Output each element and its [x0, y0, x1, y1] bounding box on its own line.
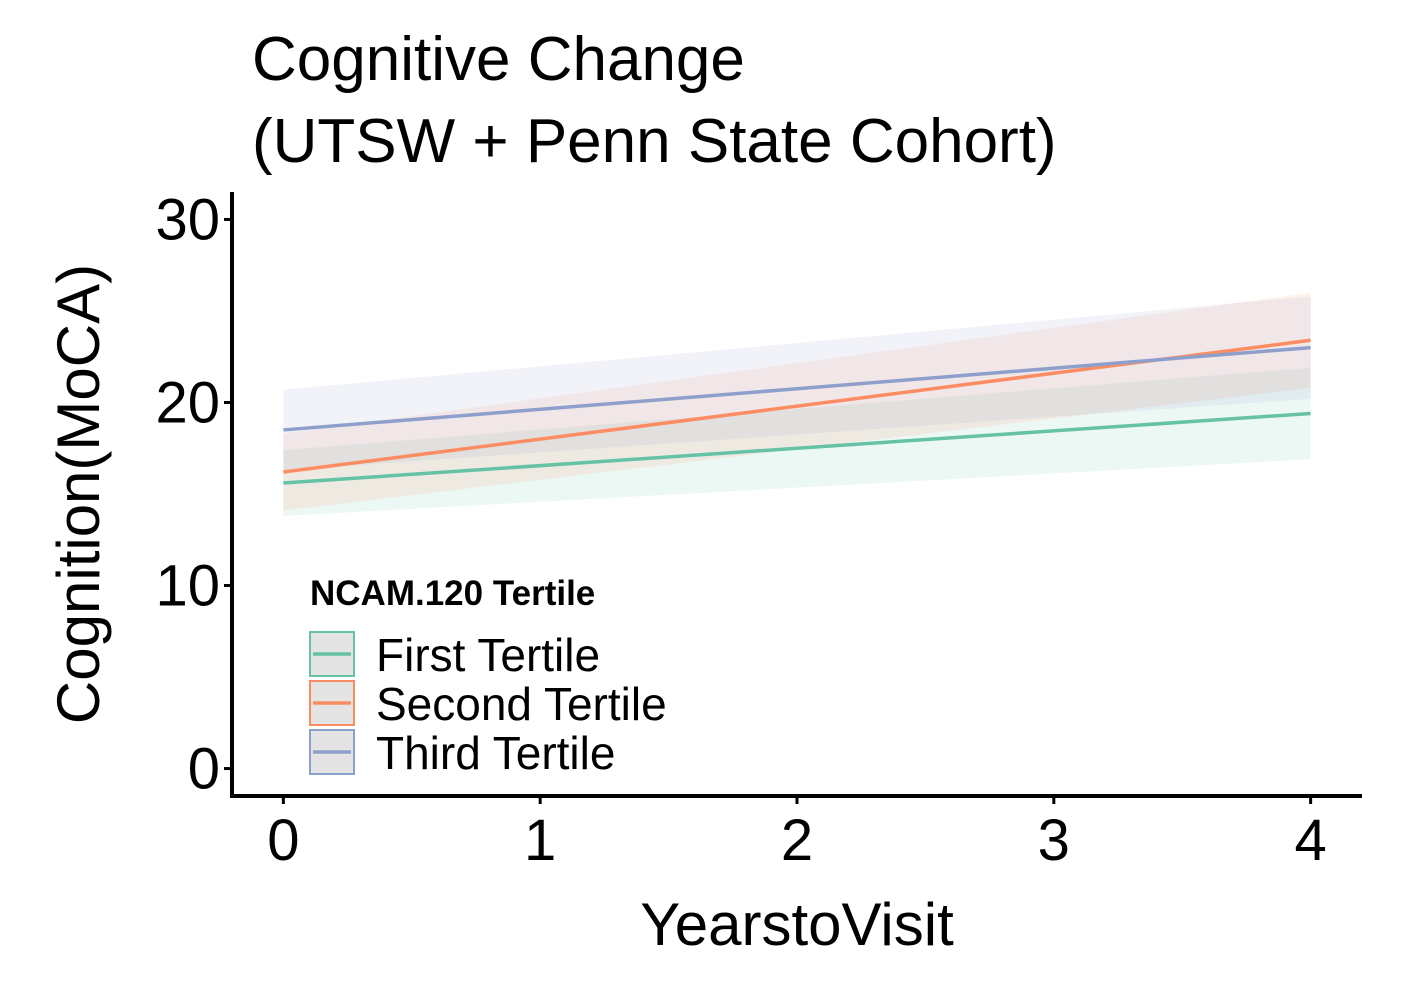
legend-item-second-tertile: Second Tertile — [309, 678, 667, 730]
x-tick-label: 0 — [267, 808, 299, 873]
legend-item-first-tertile: First Tertile — [309, 629, 600, 681]
chart-title: Cognitive Change (UTSW + Penn State Coho… — [252, 25, 1057, 176]
y-tick-label: 0 — [188, 737, 220, 802]
confidence-band-first-tertile — [283, 367, 1311, 516]
y-tick-label: 10 — [155, 554, 220, 619]
x-tick-label: 1 — [524, 808, 556, 873]
trend-line-third-tertile — [283, 345, 1311, 432]
y-axis-title: Cognition(MoCA) — [45, 264, 112, 724]
confidence-band-second-tertile — [283, 292, 1311, 511]
x-axis-ticks: 0 1 2 3 4 — [267, 796, 1327, 873]
x-tick-label: 4 — [1295, 808, 1327, 873]
y-tick-label: 20 — [155, 370, 220, 435]
legend-label-third-tertile: Third Tertile — [376, 727, 615, 779]
y-axis-ticks: 0 10 20 30 — [155, 187, 232, 802]
x-tick-label: 2 — [781, 808, 813, 873]
legend-label-second-tertile: Second Tertile — [376, 678, 667, 730]
x-axis-title: YearstoVisit — [640, 891, 954, 958]
trend-line-first-tertile — [283, 411, 1311, 485]
legend-title: NCAM.120 Tertile — [310, 574, 595, 613]
y-tick-label: 30 — [155, 187, 220, 252]
confidence-bands — [283, 292, 1311, 516]
legend-label-first-tertile: First Tertile — [376, 629, 600, 681]
chart-title-line-1: Cognitive Change — [252, 25, 745, 94]
chart-title-line-2: (UTSW + Penn State Cohort) — [252, 107, 1057, 176]
confidence-band-third-tertile — [283, 296, 1311, 471]
trend-lines — [283, 338, 1311, 485]
legend-item-third-tertile: Third Tertile — [309, 727, 615, 779]
x-tick-label: 3 — [1038, 808, 1070, 873]
